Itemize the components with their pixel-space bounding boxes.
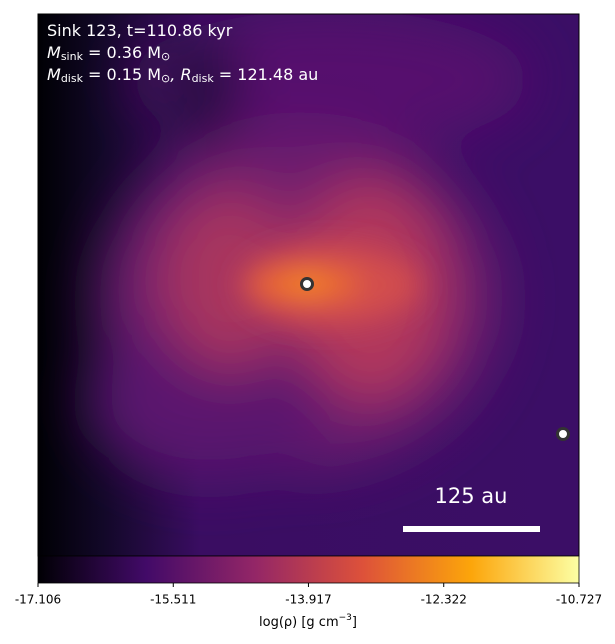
- info-line: Sink 123, t=110.86 kyr: [47, 21, 233, 40]
- tick-label: -12.322: [421, 593, 467, 607]
- scale-bar-label: 125 au: [435, 484, 508, 508]
- density-image: [38, 14, 579, 556]
- info-segment: sink: [61, 50, 84, 63]
- info-segment: M: [47, 43, 61, 62]
- label-segment: −3: [339, 613, 352, 623]
- info-segment: , R: [170, 65, 191, 84]
- label-segment: log(ρ) [g cm: [259, 615, 339, 630]
- info-segment: = 121.48 au: [214, 65, 319, 84]
- tick-label: -15.511: [150, 593, 196, 607]
- colorbar-ticks: -17.106 -15.511 -13.917 -12.322 -10.727: [15, 583, 602, 607]
- scale-bar: [403, 526, 540, 532]
- info-segment: M: [47, 65, 61, 84]
- info-segment: Sink 123, t=110.86 kyr: [47, 21, 233, 40]
- info-segment: disk: [61, 72, 84, 85]
- colorbar-label: log(ρ) [g cm−3]: [259, 613, 357, 630]
- info-line: Msink = 0.36 M⊙: [47, 43, 170, 64]
- colorbar: [37, 555, 580, 584]
- sink-marker: [556, 427, 570, 441]
- info-segment: = 0.36 M: [83, 43, 161, 62]
- info-segment: = 0.15 M: [83, 65, 161, 84]
- info-line: Mdisk = 0.15 M⊙, Rdisk = 121.48 au: [47, 65, 318, 86]
- tick-label: -10.727: [556, 593, 602, 607]
- tick-label: -17.106: [15, 593, 61, 607]
- info-segment: ⊙: [161, 72, 170, 85]
- info-segment: ⊙: [161, 50, 170, 63]
- label-segment: ]: [352, 615, 357, 630]
- tick-label: -13.917: [285, 593, 331, 607]
- sink-marker: [300, 277, 314, 291]
- info-segment: disk: [192, 72, 215, 85]
